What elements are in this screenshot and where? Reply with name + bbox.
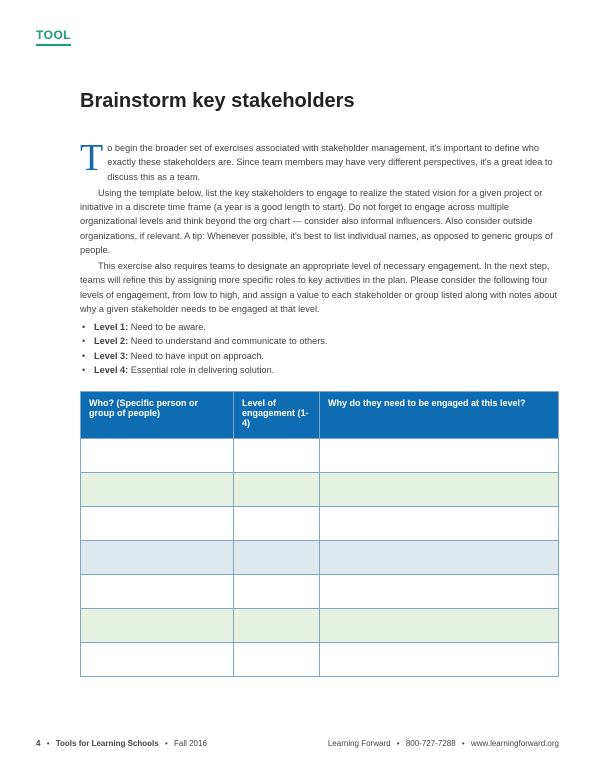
cell-level[interactable] [233, 643, 319, 677]
table-row [81, 609, 559, 643]
cell-level[interactable] [233, 507, 319, 541]
table-row [81, 643, 559, 677]
footer-phone: 800-727-7288 [406, 739, 456, 748]
cell-who[interactable] [81, 643, 234, 677]
dropcap: T [80, 141, 107, 173]
cell-why[interactable] [319, 643, 558, 677]
footer-issue: Fall 2016 [174, 739, 207, 748]
cell-level[interactable] [233, 439, 319, 473]
table-header-why: Why do they need to be engaged at this l… [319, 392, 558, 439]
level-item: Level 3: Need to have input on approach. [80, 349, 559, 363]
cell-why[interactable] [319, 541, 558, 575]
footer-separator: • [393, 739, 404, 748]
cell-level[interactable] [233, 473, 319, 507]
table-row [81, 473, 559, 507]
footer-publication: Tools for Learning Schools [56, 739, 159, 748]
level-label: Level 3: [94, 351, 128, 361]
cell-why[interactable] [319, 609, 558, 643]
levels-list: Level 1: Need to be aware. Level 2: Need… [80, 320, 559, 377]
cell-who[interactable] [81, 609, 234, 643]
footer-org: Learning Forward [328, 739, 391, 748]
cell-why[interactable] [319, 575, 558, 609]
cell-who[interactable] [81, 473, 234, 507]
footer-page-number: 4 [36, 739, 40, 748]
cell-who[interactable] [81, 541, 234, 575]
footer-url: www.learningforward.org [471, 739, 559, 748]
table-row [81, 575, 559, 609]
level-item: Level 4: Essential role in delivering so… [80, 363, 559, 377]
paragraph-2: Using the template below, list the key s… [80, 186, 559, 257]
cell-who[interactable] [81, 439, 234, 473]
stakeholder-table: Who? (Specific person or group of people… [80, 391, 559, 677]
page-title: Brainstorm key stakeholders [80, 90, 559, 113]
level-item: Level 2: Need to understand and communic… [80, 334, 559, 348]
footer-right: Learning Forward • 800-727-7288 • www.le… [328, 739, 559, 748]
footer-left: 4 • Tools for Learning Schools • Fall 20… [36, 739, 207, 748]
table-row [81, 439, 559, 473]
cell-level[interactable] [233, 609, 319, 643]
paragraph-1-text: o begin the broader set of exercises ass… [107, 143, 552, 182]
category-label: TOOL [36, 28, 71, 46]
table-row [81, 507, 559, 541]
level-label: Level 2: [94, 336, 128, 346]
level-text: Need to understand and communicate to ot… [128, 336, 327, 346]
paragraph-1: To begin the broader set of exercises as… [80, 141, 559, 184]
table-header-row: Who? (Specific person or group of people… [81, 392, 559, 439]
cell-why[interactable] [319, 439, 558, 473]
table-header-who: Who? (Specific person or group of people… [81, 392, 234, 439]
footer-separator: • [458, 739, 469, 748]
cell-level[interactable] [233, 575, 319, 609]
cell-who[interactable] [81, 575, 234, 609]
cell-level[interactable] [233, 541, 319, 575]
level-text: Need to be aware. [128, 322, 206, 332]
cell-why[interactable] [319, 507, 558, 541]
body-text: To begin the broader set of exercises as… [80, 141, 559, 316]
level-text: Need to have input on approach. [128, 351, 264, 361]
cell-who[interactable] [81, 507, 234, 541]
table-row [81, 541, 559, 575]
footer-separator: • [161, 739, 172, 748]
level-label: Level 1: [94, 322, 128, 332]
footer-separator: • [43, 739, 54, 748]
table-body [81, 439, 559, 677]
paragraph-3: This exercise also requires teams to des… [80, 259, 559, 316]
table-header-level: Level of engagement (1-4) [233, 392, 319, 439]
cell-why[interactable] [319, 473, 558, 507]
level-text: Essential role in delivering solution. [128, 365, 274, 375]
level-label: Level 4: [94, 365, 128, 375]
level-item: Level 1: Need to be aware. [80, 320, 559, 334]
page-footer: 4 • Tools for Learning Schools • Fall 20… [36, 739, 559, 748]
